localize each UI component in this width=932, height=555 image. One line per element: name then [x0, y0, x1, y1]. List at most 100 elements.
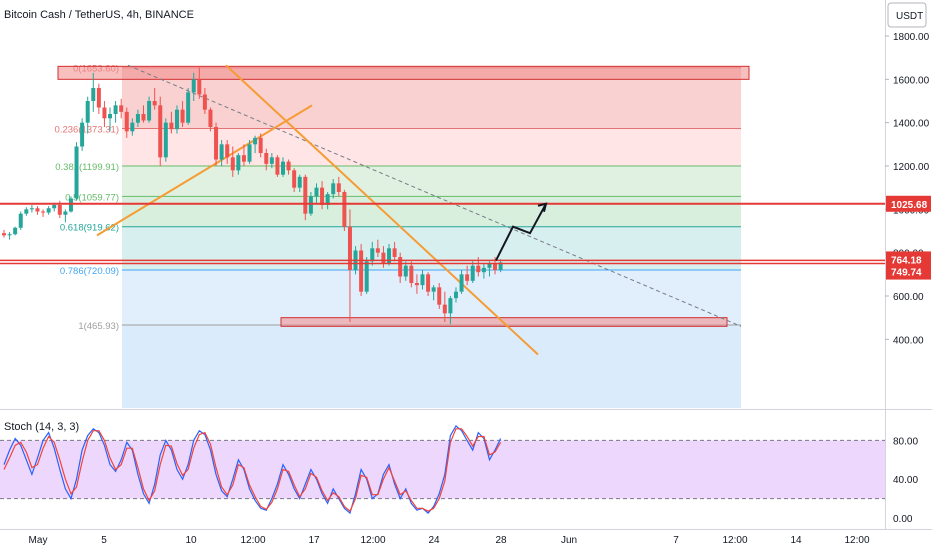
candle-body	[303, 176, 308, 214]
descending-trendline	[225, 64, 539, 356]
fib-label-0.236: 0.236(1373.31)	[55, 124, 119, 135]
time-axis-label: 12:00	[722, 535, 747, 546]
candle-body	[152, 101, 157, 106]
stoch-label: Stoch (14, 3, 3)	[4, 421, 80, 433]
candle-body	[7, 234, 12, 236]
candle-body	[498, 262, 503, 270]
candle-body	[398, 257, 403, 277]
projection-arrowhead	[537, 202, 548, 213]
time-axis-label: 12:00	[240, 535, 265, 546]
ascending-trendline	[96, 104, 313, 237]
time-axis-label: 24	[428, 535, 440, 546]
stoch-axis-label: 40.00	[893, 475, 918, 486]
candle-body	[264, 153, 269, 164]
time-axis-label: 10	[185, 535, 197, 546]
candle-body	[420, 274, 425, 286]
candle-body	[459, 274, 464, 292]
time-axis-label: 7	[673, 535, 679, 546]
candle-body	[202, 94, 207, 110]
candle-body	[281, 161, 285, 175]
fib-zone-0.5	[122, 196, 741, 227]
candle-body	[442, 304, 447, 314]
candle-body	[409, 265, 414, 283]
price-tag-text: 764.18	[891, 255, 922, 266]
candle-body	[314, 187, 319, 197]
fib-label-1: 1(465.93)	[78, 321, 119, 332]
candle-body	[225, 144, 230, 158]
fib-label-0.786: 0.786(720.09)	[60, 266, 119, 277]
candle-body	[359, 250, 364, 292]
candle-body	[35, 208, 40, 212]
candle-body	[174, 109, 179, 130]
price-tag-764.18	[886, 251, 931, 268]
fib-zone-0.382	[122, 166, 741, 197]
candle-body	[364, 261, 369, 292]
candle-body	[431, 287, 436, 292]
candle-body	[180, 109, 185, 123]
price-axis-label: 1400.00	[893, 119, 930, 130]
stoch-axis-label: 0.00	[893, 514, 913, 525]
candle-body	[253, 137, 258, 145]
candle-body	[141, 114, 146, 121]
fib-label-0.5: 0.5(1059.77)	[65, 192, 119, 203]
candle-body	[476, 265, 481, 273]
candle-body	[186, 92, 191, 123]
time-axis-label: 14	[790, 535, 802, 546]
candle-body	[487, 263, 492, 268]
stoch-d-line	[3, 428, 502, 513]
candles	[2, 67, 503, 325]
time-axis-label: 12:00	[844, 535, 869, 546]
candle-body	[85, 101, 90, 123]
candle-body	[387, 248, 392, 264]
price-axis-label: 400.00	[893, 335, 924, 346]
price-axis-label: 600.00	[893, 292, 924, 303]
candle-body	[308, 196, 313, 214]
candle-body	[325, 194, 330, 205]
currency-box	[887, 2, 927, 28]
fib-zone-0.236	[122, 128, 741, 167]
candle-body	[426, 274, 431, 292]
candle-body	[465, 274, 470, 281]
candle-body	[57, 205, 62, 215]
candle-body	[275, 157, 280, 175]
candle-body	[29, 208, 34, 210]
candle-body	[292, 170, 297, 188]
candle-body	[197, 79, 202, 95]
candle-body	[403, 265, 408, 277]
price-axis-label: 1200.00	[893, 162, 930, 173]
candle-body	[208, 109, 213, 127]
candle-body	[219, 144, 224, 160]
candle-body	[18, 213, 23, 228]
candle-body	[214, 127, 219, 160]
candle-body	[46, 208, 51, 213]
price-axis-label: 1600.00	[893, 75, 930, 86]
candle-body	[191, 79, 196, 93]
price-tag-749.74	[886, 263, 931, 280]
candle-body	[2, 233, 6, 236]
candle-body	[448, 298, 453, 314]
candle-body	[24, 209, 29, 214]
candle-body	[414, 283, 419, 286]
candle-body	[119, 105, 124, 112]
candle-body	[375, 248, 380, 253]
candle-body	[320, 187, 325, 205]
candle-body	[269, 157, 274, 164]
time-axis-label: 5	[101, 535, 107, 546]
candle-body	[241, 155, 246, 162]
candle-body	[130, 122, 135, 132]
candle-body	[113, 105, 118, 114]
currency-label: USDT	[896, 11, 923, 22]
candle-body	[63, 211, 68, 215]
fib-zone-0.618	[122, 226, 741, 270]
time-axis-label: May	[29, 535, 48, 546]
projection-path	[495, 203, 547, 261]
candle-body	[230, 157, 235, 171]
zone-supply	[57, 65, 750, 80]
fib-zone-1	[122, 325, 741, 408]
candle-body	[147, 101, 152, 121]
candle-body	[13, 227, 18, 235]
candle-body	[247, 144, 252, 162]
candle-body	[331, 183, 336, 195]
candle-body	[91, 88, 96, 101]
